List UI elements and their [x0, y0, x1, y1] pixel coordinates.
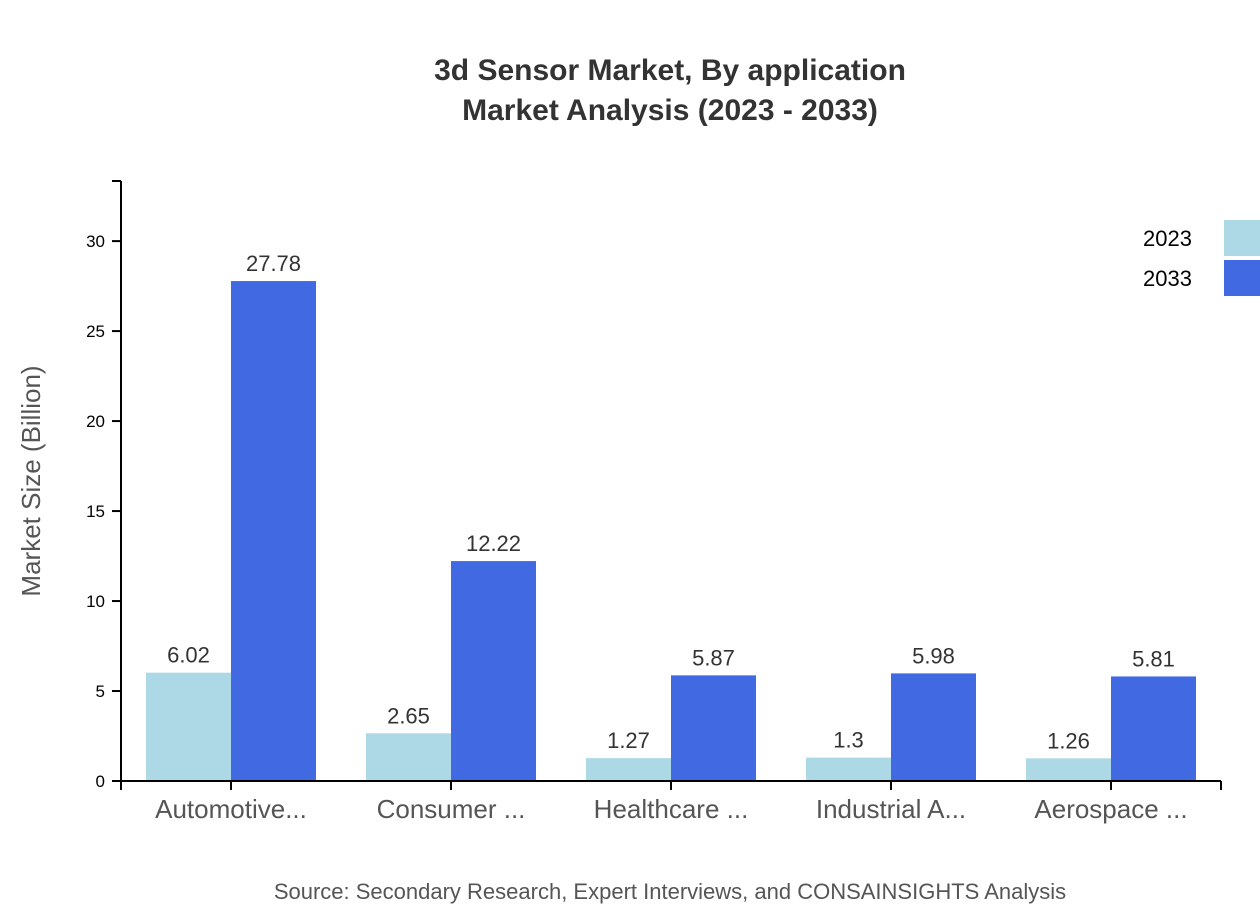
chart-title-line-2: Market Analysis (2023 - 2033): [462, 94, 878, 127]
bar-2033-1: [451, 561, 536, 781]
y-tick-label: 10: [86, 592, 105, 611]
bars: 6.02 27.78 2.65 12.22 1.27 5.87 1.3 5.98 1.26 5.8…: [146, 251, 1196, 781]
legend-swatch-2033: [1224, 260, 1260, 296]
bar-2023-0: [146, 672, 231, 781]
bar-2023-4: [1026, 758, 1111, 781]
legend-swatch-2023: [1224, 220, 1260, 256]
legend: 2023 2033: [1143, 220, 1260, 296]
y-tick-label: 25: [86, 322, 105, 341]
data-label-2023-4: 1.26: [1047, 728, 1090, 753]
data-label-2033-3: 5.98: [912, 643, 955, 668]
x-tick-label: Consumer ...: [377, 794, 526, 824]
bar-2023-3: [806, 757, 891, 781]
bar-2023-1: [366, 733, 451, 781]
x-tick-label: Aerospace ...: [1034, 794, 1187, 824]
x-axis: Automotive... Consumer ... Healthcare ... I…: [120, 780, 1222, 824]
x-tick-label: Automotive...: [155, 794, 307, 824]
y-tick-label: 30: [86, 232, 105, 251]
data-label-2033-1: 12.22: [466, 531, 521, 556]
bar-2023-2: [586, 758, 671, 781]
data-label-2023-1: 2.65: [387, 703, 430, 728]
chart-title-line-1: 3d Sensor Market, By application: [434, 54, 906, 87]
data-label-2033-2: 5.87: [692, 645, 735, 670]
data-label-2023-3: 1.3: [833, 728, 864, 753]
bar-2033-2: [671, 675, 756, 781]
source-note: Source: Secondary Research, Expert Inter…: [274, 879, 1066, 904]
y-tick-label: 0: [96, 772, 105, 791]
y-tick-label: 20: [86, 412, 105, 431]
legend-label-2023: 2023: [1143, 226, 1192, 251]
data-label-2023-2: 1.27: [607, 728, 650, 753]
y-axis: 0 5 10 15 20 25 30: [86, 180, 122, 791]
y-tick-label: 5: [96, 682, 105, 701]
data-label-2033-4: 5.81: [1132, 646, 1175, 671]
y-axis-label: Market Size (Billion): [16, 365, 46, 596]
legend-label-2033: 2033: [1143, 266, 1192, 291]
x-tick-label: Healthcare ...: [594, 794, 749, 824]
bar-2033-0: [231, 281, 316, 781]
data-label-2023-0: 6.02: [167, 643, 210, 668]
x-tick-label: Industrial A...: [816, 794, 966, 824]
data-label-2033-0: 27.78: [246, 251, 301, 276]
bar-2033-3: [891, 673, 976, 781]
y-tick-label: 15: [86, 502, 105, 521]
bar-2033-4: [1111, 676, 1196, 781]
